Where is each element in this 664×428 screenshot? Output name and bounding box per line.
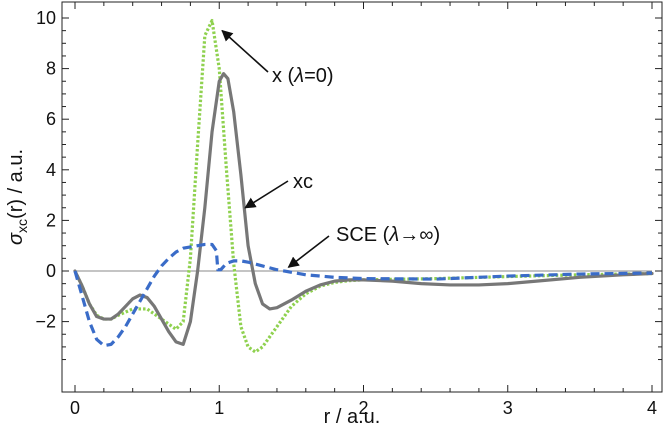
- series-line-x-lambda0: [73, 18, 653, 354]
- annotation-arrow: [287, 235, 330, 268]
- x-tick-label: 2: [358, 398, 368, 418]
- annotation-arrow: [244, 180, 289, 209]
- x-tick-label: 3: [503, 398, 513, 418]
- y-tick-label: 0: [46, 261, 56, 281]
- annotation-label: x (λ=0): [272, 65, 334, 87]
- x-tick-label: 0: [70, 398, 80, 418]
- y-tick-label: 8: [46, 59, 56, 79]
- annotation-label: SCE (λ→∞): [336, 224, 440, 246]
- x-tick-label: 4: [647, 398, 657, 418]
- plot-frame: [61, 1, 663, 393]
- x-axis-label: r / a.u.: [324, 406, 381, 428]
- y-tick-label: 6: [46, 109, 56, 129]
- y-tick-label: 4: [46, 160, 56, 180]
- x-tick-label: 1: [214, 398, 224, 418]
- y-tick-label: 10: [36, 8, 56, 28]
- y-axis-label: σxc(r) / a.u.: [5, 149, 30, 245]
- y-tick-label: −2: [35, 312, 56, 332]
- series-line-xc: [73, 72, 654, 346]
- annotation-label: xc: [293, 171, 313, 193]
- y-tick-label: 2: [46, 210, 56, 230]
- annotation-arrow: [221, 29, 269, 73]
- series-line-sce: [73, 242, 653, 348]
